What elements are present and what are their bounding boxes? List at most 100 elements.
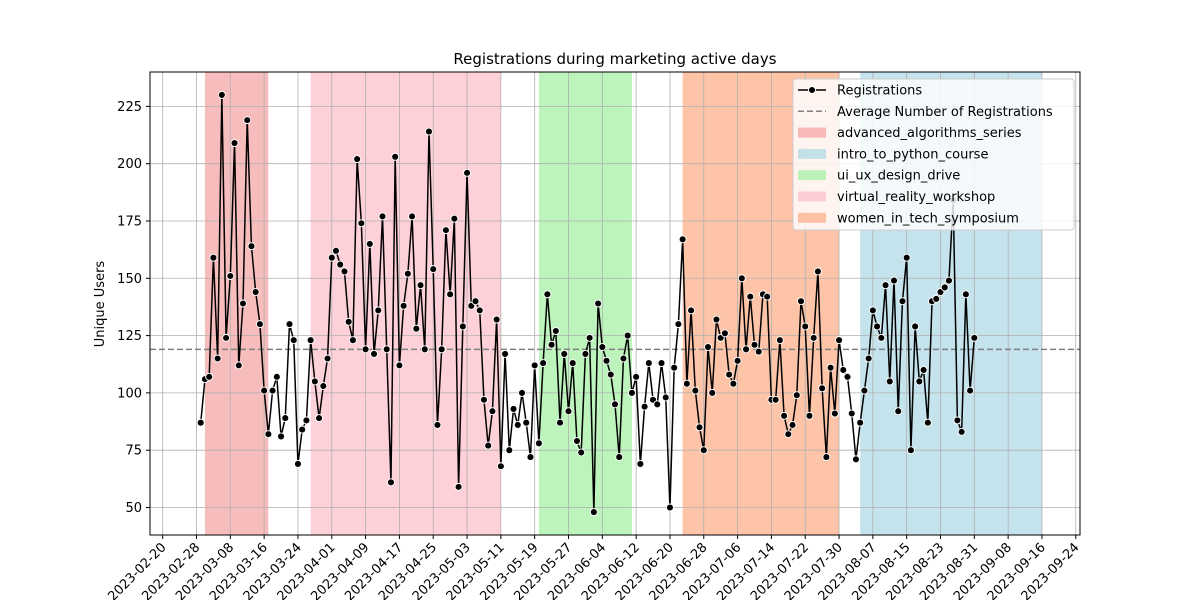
grid-lines <box>150 72 1080 535</box>
data-point <box>319 382 328 390</box>
y-axis-title: Unique Users <box>93 261 108 348</box>
data-point <box>361 345 370 354</box>
campaign-band-ui_ux_design_drive <box>538 72 632 535</box>
data-point <box>323 354 332 363</box>
data-point <box>247 242 256 251</box>
data-point <box>670 363 679 372</box>
legend-label: Average Number of Registrations <box>837 105 1053 120</box>
data-point <box>365 239 374 248</box>
data-point <box>285 320 294 329</box>
data-point <box>775 336 784 345</box>
data-point <box>420 345 429 354</box>
data-point <box>589 508 598 517</box>
data-point <box>298 425 307 434</box>
data-point <box>945 276 953 285</box>
data-point <box>251 288 260 296</box>
y-tick-label: 225 <box>117 100 142 115</box>
legend-patch-swatch <box>798 148 826 159</box>
y-tick-label: 75 <box>125 444 142 459</box>
data-point <box>898 297 907 306</box>
data-point <box>780 411 789 420</box>
data-point <box>919 366 928 374</box>
data-point <box>568 359 577 368</box>
legend-label: intro_to_python_course <box>837 147 988 162</box>
data-point <box>348 336 357 345</box>
data-point <box>695 423 704 432</box>
data-point <box>496 462 505 471</box>
data-point <box>653 400 662 409</box>
data-point <box>260 386 269 395</box>
data-point <box>509 404 518 413</box>
data-point <box>581 349 590 358</box>
data-point <box>281 414 290 423</box>
data-point <box>877 333 886 342</box>
data-point <box>382 345 391 354</box>
data-point <box>294 459 302 468</box>
data-point <box>556 418 564 427</box>
y-tick-label: 100 <box>117 386 142 401</box>
data-point <box>560 349 569 358</box>
data-point <box>387 478 395 487</box>
data-point <box>289 336 298 345</box>
data-point <box>611 400 619 409</box>
data-point <box>522 418 531 427</box>
data-point <box>374 306 383 315</box>
data-point <box>505 446 514 455</box>
data-point <box>704 343 712 351</box>
data-point <box>699 446 708 455</box>
data-point <box>674 320 683 329</box>
data-point <box>784 430 793 439</box>
data-point <box>412 324 421 333</box>
data-point <box>480 395 488 404</box>
data-point <box>395 361 404 370</box>
data-point <box>391 152 400 161</box>
data-point <box>890 276 898 285</box>
data-point <box>754 347 763 356</box>
data-point <box>463 168 471 177</box>
data-point <box>923 418 932 427</box>
data-point <box>746 292 755 301</box>
data-point <box>835 336 843 345</box>
legend-label: advanced_algorithms_series <box>837 126 1022 141</box>
data-point <box>425 127 433 136</box>
data-point <box>970 333 979 342</box>
data-point <box>720 329 729 338</box>
data-point <box>446 290 455 299</box>
data-point <box>729 379 738 388</box>
data-point <box>306 336 315 345</box>
data-point <box>526 453 535 462</box>
data-point <box>551 327 560 335</box>
data-point <box>484 441 493 450</box>
data-point <box>813 267 822 276</box>
data-point <box>471 297 480 306</box>
y-tick-label: 175 <box>117 214 142 229</box>
data-point <box>852 455 860 464</box>
data-point <box>902 253 911 262</box>
data-point <box>196 418 205 427</box>
data-point <box>847 409 856 418</box>
data-point <box>797 297 805 306</box>
data-point <box>399 301 408 310</box>
data-point <box>403 269 412 278</box>
data-point <box>543 290 552 299</box>
plot-frame <box>149 71 1081 536</box>
data-point <box>441 226 450 235</box>
data-point <box>712 315 721 324</box>
legend-label: ui_ux_design_drive <box>837 169 960 184</box>
data-point <box>839 366 848 374</box>
data-point <box>940 283 949 292</box>
data-point <box>310 377 319 386</box>
data-point <box>725 370 734 379</box>
data-point <box>636 459 645 468</box>
data-point <box>564 407 573 416</box>
data-point <box>868 306 877 315</box>
data-point <box>340 267 349 276</box>
data-point <box>327 253 336 262</box>
data-point <box>682 379 691 388</box>
data-point <box>644 359 653 368</box>
data-point <box>539 359 548 368</box>
data-point <box>315 414 324 423</box>
data-point <box>458 322 467 331</box>
data-point <box>585 333 594 342</box>
data-point <box>209 253 218 262</box>
